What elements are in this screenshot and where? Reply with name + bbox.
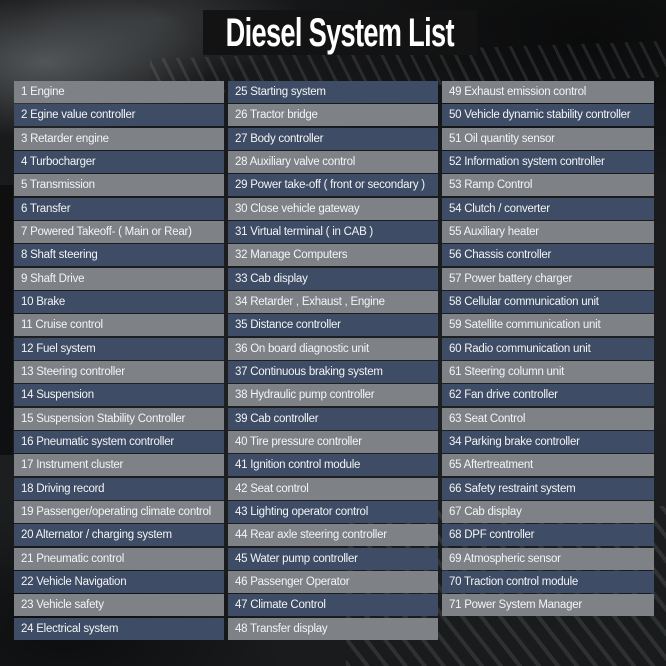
system-row[interactable]: 42 Seat control [228, 477, 438, 500]
system-row[interactable]: 6 Transfer [14, 197, 224, 220]
background-shadow-left [0, 185, 13, 455]
system-row[interactable]: 31 Virtual terminal ( in CAB ) [228, 220, 438, 243]
system-row[interactable]: 44 Rear axle steering controller [228, 524, 438, 547]
system-row[interactable]: 55 Auxiliary heater [442, 220, 654, 243]
system-row[interactable]: 45 Water pump controller [228, 547, 438, 570]
system-column-1: 1 Engine 2 Egine value controller 3 Retard… [14, 81, 224, 641]
system-row[interactable]: 20 Alternator / charging system [14, 524, 224, 547]
system-row[interactable]: 70 Traction control module [442, 570, 654, 593]
system-row[interactable]: 69 Atmospheric sensor [442, 547, 654, 570]
system-row[interactable]: 49 Exhaust emission control [442, 81, 654, 103]
system-row[interactable]: 47 Climate Control [228, 594, 438, 617]
system-row[interactable]: 38 Hydraulic pump controller [228, 384, 438, 407]
system-row[interactable]: 34 Parking brake controller [442, 430, 654, 453]
system-row[interactable]: 27 Body controller [228, 127, 438, 150]
system-row[interactable]: 13 Steering controller [14, 360, 224, 383]
page-title: Diesel System List [225, 10, 455, 55]
system-row[interactable]: 9 Shaft Drive [14, 267, 224, 290]
system-row[interactable]: 22 Vehicle Navigation [14, 570, 224, 593]
system-row[interactable]: 65 Aftertreatment [442, 454, 654, 477]
system-row[interactable]: 57 Power battery charger [442, 267, 654, 290]
system-row[interactable]: 8 Shaft steering [14, 244, 224, 267]
system-row[interactable]: 5 Transmission [14, 174, 224, 197]
system-row[interactable]: 12 Fuel system [14, 337, 224, 360]
system-row[interactable]: 28 Auxiliary valve control [228, 150, 438, 173]
system-row[interactable]: 23 Vehicle safety [14, 594, 224, 617]
system-row[interactable]: 4 Turbocharger [14, 150, 224, 173]
system-row[interactable]: 33 Cab display [228, 267, 438, 290]
system-row[interactable]: 18 Driving record [14, 477, 224, 500]
system-row[interactable]: 66 Safety restraint system [442, 477, 654, 500]
system-row[interactable]: 71 Power System Manager [442, 594, 654, 617]
system-row[interactable]: 48 Transfer display [228, 617, 438, 640]
system-row[interactable]: 60 Radio communication unit [442, 337, 654, 360]
system-row[interactable]: 15 Suspension Stability Controller [14, 407, 224, 430]
system-row[interactable]: 56 Chassis controller [442, 244, 654, 267]
system-row[interactable]: 46 Passenger Operator [228, 570, 438, 593]
system-row[interactable]: 59 Satellite communication unit [442, 314, 654, 337]
system-row[interactable]: 52 Information system controller [442, 150, 654, 173]
system-row[interactable]: 30 Close vehicle gateway [228, 197, 438, 220]
system-row[interactable]: 51 Oil quantity sensor [442, 127, 654, 150]
system-row[interactable]: 62 Fan drive controller [442, 384, 654, 407]
system-row[interactable]: 67 Cab display [442, 500, 654, 523]
system-row[interactable]: 21 Pneumatic control [14, 547, 224, 570]
system-row[interactable]: 10 Brake [14, 290, 224, 313]
system-row[interactable]: 19 Passenger/operating climate control [14, 500, 224, 523]
system-row[interactable]: 32 Manage Computers [228, 244, 438, 267]
system-row[interactable]: 41 Ignition control module [228, 454, 438, 477]
system-row[interactable]: 35 Distance controller [228, 314, 438, 337]
system-row[interactable]: 14 Suspension [14, 384, 224, 407]
system-row[interactable]: 54 Clutch / converter [442, 197, 654, 220]
system-row[interactable]: 29 Power take-off ( front or secondary ) [228, 174, 438, 197]
system-row[interactable]: 25 Starting system [228, 81, 438, 103]
system-row[interactable]: 11 Cruise control [14, 314, 224, 337]
system-row[interactable]: 36 On board diagnostic unit [228, 337, 438, 360]
system-row[interactable]: 39 Cab controller [228, 407, 438, 430]
system-row[interactable]: 53 Ramp Control [442, 174, 654, 197]
system-row[interactable]: 40 Tire pressure controller [228, 430, 438, 453]
system-column-2: 25 Starting system 26 Tractor bridge 27 Bo… [228, 81, 438, 641]
system-row[interactable]: 43 Lighting operator control [228, 500, 438, 523]
system-row[interactable]: 34 Retarder , Exhaust , Engine [228, 290, 438, 313]
system-row[interactable]: 17 Instrument cluster [14, 454, 224, 477]
system-row[interactable]: 68 DPF controller [442, 524, 654, 547]
system-row[interactable]: 7 Powered Takeoff- ( Main or Rear) [14, 220, 224, 243]
system-row[interactable]: 61 Steering column unit [442, 360, 654, 383]
system-row[interactable]: 63 Seat Control [442, 407, 654, 430]
system-row[interactable]: 2 Egine value controller [14, 104, 224, 127]
system-row[interactable]: 16 Pneumatic system controller [14, 430, 224, 453]
system-row[interactable]: 26 Tractor bridge [228, 104, 438, 127]
system-row[interactable]: 3 Retarder engine [14, 127, 224, 150]
system-row[interactable]: 24 Electrical system [14, 617, 224, 640]
system-row[interactable]: 37 Continuous braking system [228, 360, 438, 383]
system-row[interactable]: 58 Cellular communication unit [442, 290, 654, 313]
page-title-box: Diesel System List [203, 10, 477, 55]
system-row[interactable]: 50 Vehicle dynamic stability controller [442, 104, 654, 127]
system-column-3: 49 Exhaust emission control 50 Vehicle dy… [442, 81, 654, 641]
system-row[interactable]: 1 Engine [14, 81, 224, 103]
system-list: 1 Engine 2 Egine value controller 3 Retard… [14, 81, 654, 641]
